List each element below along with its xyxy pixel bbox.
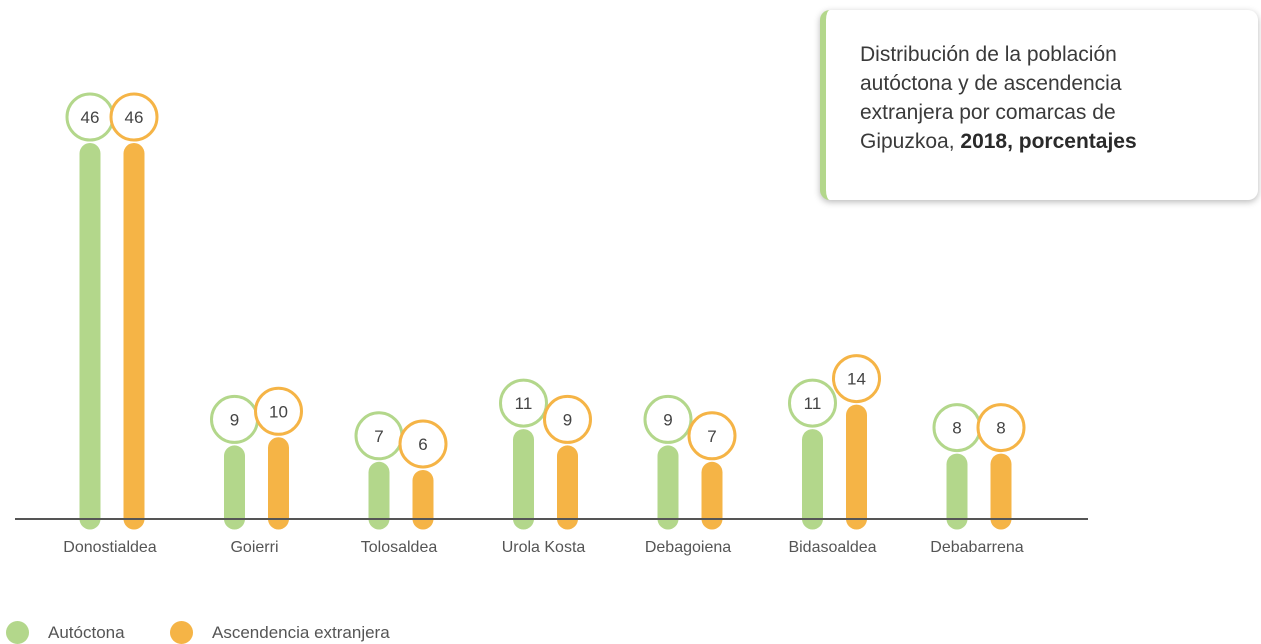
chart-title-card: Distribución de la población autóctona y… bbox=[820, 10, 1258, 200]
labels-layer: 46 46 9 10 7 6 11 9 9 7 11 14 8 8 bbox=[65, 92, 1026, 469]
tick-label-donostialdea: Donostialdea bbox=[63, 539, 157, 556]
bar-autoctona-urola-kosta bbox=[513, 429, 534, 530]
data-label-extranjera-bidasoaldea: 14 bbox=[847, 370, 866, 389]
data-label-extranjera-goierri: 10 bbox=[269, 402, 288, 421]
data-label-autoctona-debagoiena: 9 bbox=[663, 410, 672, 429]
bar-extranjera-bidasoaldea bbox=[846, 404, 867, 530]
bar-extranjera-donostialdea bbox=[123, 143, 145, 530]
bars-layer bbox=[79, 143, 1012, 530]
tick-labels: Donostialdea Goierri Tolosaldea Urola Kosta… bbox=[63, 539, 1024, 556]
tick-label-bidasoaldea: Bidasoaldea bbox=[788, 539, 876, 556]
chart-title: Distribución de la población autóctona y… bbox=[860, 40, 1180, 156]
data-label-autoctona-debabarrena: 8 bbox=[952, 419, 961, 438]
legend-swatch-extranjera bbox=[170, 621, 193, 644]
tick-label-urola-kosta: Urola Kosta bbox=[502, 539, 586, 556]
data-label-autoctona-bidasoaldea: 11 bbox=[804, 394, 822, 413]
legend-label-extranjera: Ascendencia extranjera bbox=[212, 623, 390, 642]
data-label-autoctona-goierri: 9 bbox=[230, 410, 239, 429]
value-badge-autoctona-bidasoaldea bbox=[788, 378, 837, 428]
value-badge-autoctona-debagoiena bbox=[643, 394, 693, 444]
bar-extranjera-goierri bbox=[268, 437, 289, 530]
bar-autoctona-donostialdea bbox=[79, 143, 101, 530]
value-badge-extranjera-debabarrena bbox=[976, 403, 1026, 453]
value-badge-extranjera-tolosaldea bbox=[398, 419, 448, 469]
bar-autoctona-goierri bbox=[224, 445, 245, 530]
value-badge-extranjera-bidasoaldea bbox=[832, 354, 881, 404]
tick-label-tolosaldea: Tolosaldea bbox=[361, 539, 438, 556]
tick-label-debabarrena: Debabarrena bbox=[930, 539, 1024, 556]
value-badge-extranjera-urola-kosta bbox=[543, 394, 592, 444]
data-label-extranjera-debabarrena: 8 bbox=[996, 419, 1005, 438]
tick-label-debagoiena: Debagoiena bbox=[645, 539, 731, 556]
bar-autoctona-debabarrena bbox=[946, 453, 968, 530]
data-label-autoctona-donostialdea: 46 bbox=[81, 108, 100, 127]
bar-autoctona-bidasoaldea bbox=[802, 429, 823, 530]
legend-swatch-autoctona bbox=[6, 621, 29, 644]
value-badge-extranjera-donostialdea bbox=[109, 92, 159, 142]
bar-autoctona-tolosaldea bbox=[368, 461, 390, 530]
chart-title-text: Distribución de la población autóctona y… bbox=[860, 43, 1122, 153]
bar-autoctona-debagoiena bbox=[657, 445, 679, 530]
data-label-autoctona-tolosaldea: 7 bbox=[374, 427, 383, 446]
legend-label-autoctona: Autóctona bbox=[48, 623, 125, 642]
value-badge-autoctona-urola-kosta bbox=[499, 378, 548, 428]
bar-extranjera-debagoiena bbox=[701, 461, 723, 530]
value-badge-extranjera-goierri bbox=[254, 386, 303, 436]
value-badge-extranjera-debagoiena bbox=[687, 411, 737, 461]
bar-extranjera-urola-kosta bbox=[557, 445, 578, 530]
tick-label-goierri: Goierri bbox=[230, 539, 278, 556]
bar-extranjera-tolosaldea bbox=[412, 469, 434, 530]
data-label-extranjera-tolosaldea: 6 bbox=[418, 435, 427, 454]
bar-extranjera-debabarrena bbox=[990, 453, 1012, 530]
data-label-extranjera-donostialdea: 46 bbox=[125, 108, 144, 127]
chart-title-emphasis: 2018, porcentajes bbox=[960, 130, 1137, 153]
data-label-autoctona-urola-kosta: 11 bbox=[515, 394, 533, 413]
data-label-extranjera-debagoiena: 7 bbox=[707, 427, 716, 446]
data-label-extranjera-urola-kosta: 9 bbox=[563, 410, 572, 429]
